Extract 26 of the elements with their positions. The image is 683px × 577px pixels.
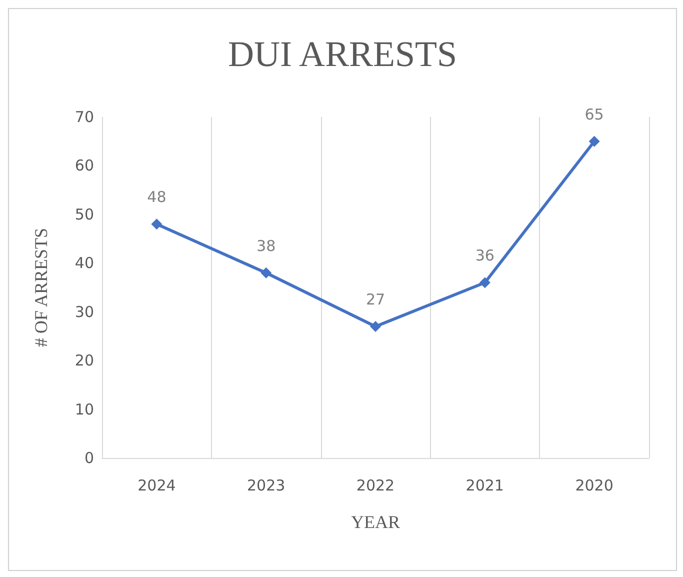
y-tick-label: 60: [74, 156, 94, 175]
data-label: 27: [366, 290, 386, 308]
y-tick-label: 30: [74, 302, 94, 321]
x-tick-label: 2020: [575, 476, 614, 494]
data-label: 48: [147, 188, 166, 206]
x-axis-title: YEAR: [351, 512, 400, 532]
point: [260, 267, 272, 278]
x-tick-label: 2021: [466, 476, 504, 494]
y-tick-label: 40: [74, 254, 94, 272]
y-tick-label: 0: [84, 449, 94, 467]
x-tick-label: 2022: [356, 476, 395, 494]
y-axis-title: # OF ARRESTS: [31, 228, 51, 348]
point: [370, 320, 381, 332]
data-label: 65: [584, 105, 604, 124]
point: [479, 277, 490, 288]
x-tick-label: 2023: [247, 476, 286, 494]
point: [588, 136, 600, 147]
y-tick-label: 20: [74, 352, 94, 370]
y-tick-label: 50: [74, 205, 94, 224]
data-label: 38: [256, 236, 276, 255]
point: [151, 218, 162, 230]
data-label: 36: [475, 246, 494, 265]
y-tick-label: 10: [74, 400, 94, 418]
x-tick-label: 2024: [138, 476, 176, 494]
chart-title: DUI ARRESTS: [228, 34, 458, 74]
y-tick-label: 70: [74, 108, 94, 126]
